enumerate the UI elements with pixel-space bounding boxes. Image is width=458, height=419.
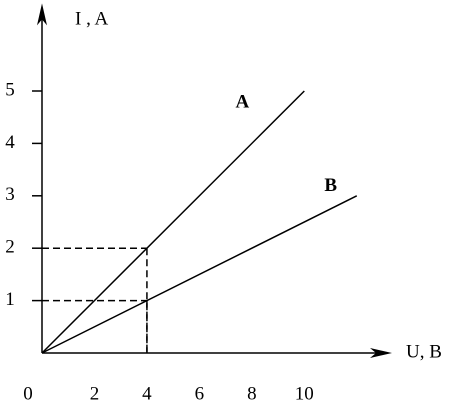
- y-axis-arrow: [37, 3, 47, 26]
- x-tick-label: 4: [142, 383, 152, 404]
- x-tick-label: 6: [195, 383, 205, 404]
- y-tick-label: 4: [5, 132, 15, 153]
- y-tick-label: 1: [5, 289, 15, 310]
- x-tick-label: 0: [23, 383, 33, 404]
- y-tick-label: 3: [5, 184, 15, 205]
- series-line: [41, 195, 358, 354]
- x-tick-label: 8: [247, 383, 257, 404]
- x-axis-arrow: [370, 348, 392, 358]
- y-tick-label: 2: [5, 237, 15, 258]
- series-line: [41, 90, 305, 354]
- y-tick-label: 5: [5, 79, 15, 100]
- y-axis-label: I , A: [75, 8, 109, 29]
- x-tick-label: 2: [90, 383, 100, 404]
- series-label: A: [235, 91, 249, 112]
- series-label: B: [324, 175, 337, 196]
- x-tick-label: 10: [295, 383, 314, 404]
- x-axis-label: U, B: [406, 341, 442, 362]
